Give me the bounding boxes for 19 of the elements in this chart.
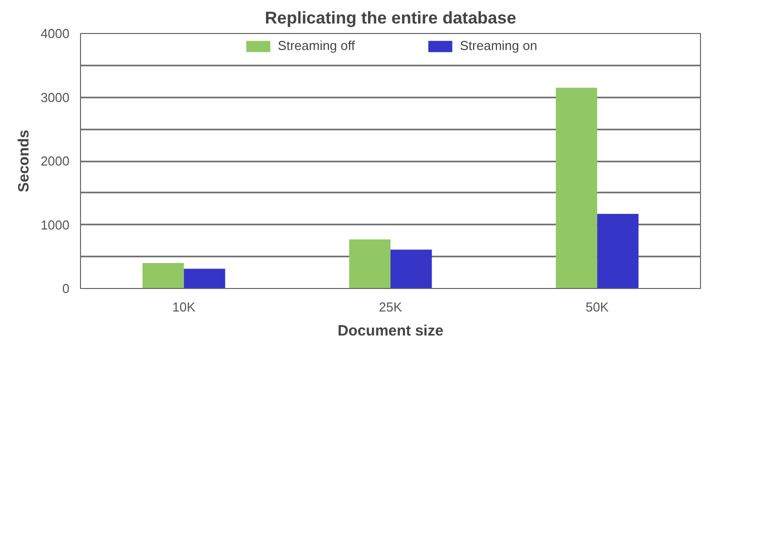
y-tick-label: 1000	[40, 217, 70, 232]
y-axis-title: Seconds	[16, 130, 33, 192]
bar	[142, 263, 184, 288]
x-tick-label: 10K	[172, 300, 196, 314]
legend-label: Streaming on	[460, 38, 538, 53]
bar	[597, 214, 638, 288]
y-tick-label: 3000	[40, 90, 70, 105]
legend-label: Streaming off	[278, 38, 355, 53]
chart-title: Replicating the entire database	[264, 8, 516, 28]
x-axis-title: Document size	[338, 322, 444, 340]
x-tick-label: 25K	[378, 300, 402, 314]
bar	[184, 268, 226, 288]
y-tick-label: 2000	[40, 154, 70, 168]
x-tick-label: 50K	[586, 300, 610, 314]
bar	[390, 250, 432, 288]
bar	[556, 88, 598, 288]
y-tick-label: 0	[62, 281, 70, 296]
y-tick-label: 4000	[40, 26, 70, 41]
bar	[349, 239, 390, 288]
